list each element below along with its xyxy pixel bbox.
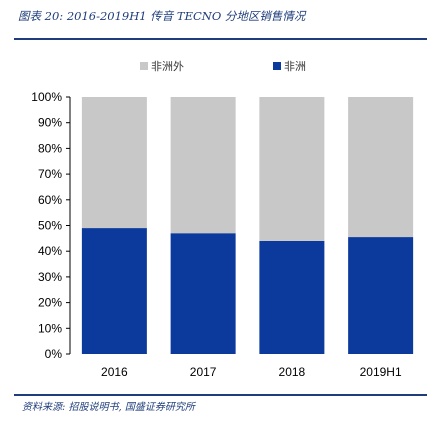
- y-tick-label: 40%: [38, 244, 62, 258]
- legend-non-africa-label: 非洲外: [151, 60, 184, 73]
- y-tick-label: 90%: [38, 116, 62, 130]
- bar-africa: [81, 228, 147, 354]
- bar-africa: [259, 240, 325, 354]
- x-tick-label: 2017: [190, 365, 217, 379]
- y-tick-label: 30%: [38, 270, 62, 284]
- bar-africa: [170, 233, 236, 354]
- y-tick-label: 80%: [38, 141, 62, 155]
- y-tick-label: 10%: [38, 321, 62, 335]
- legend-africa-swatch: [273, 62, 281, 70]
- source-note: 资料来源: 招股说明书, 国盛证券研究所: [22, 402, 195, 413]
- bottom-rule: [14, 394, 427, 396]
- bar-non-africa: [348, 97, 414, 238]
- x-tick-label: 2019H1: [360, 365, 402, 379]
- bar-non-africa: [170, 97, 236, 234]
- legend-africa-label: 非洲: [284, 60, 306, 73]
- x-tick-label: 2016: [101, 365, 128, 379]
- y-tick-label: 100%: [31, 90, 62, 104]
- y-tick-label: 70%: [38, 167, 62, 181]
- legend-non-africa-swatch: [140, 62, 148, 70]
- bar-africa: [348, 237, 414, 354]
- y-tick-label: 0%: [45, 347, 63, 361]
- chart-title: 图表 20: 2016-2019H1 传音 TECNO 分地区销售情况: [18, 9, 306, 23]
- y-tick-label: 60%: [38, 193, 62, 207]
- bar-non-africa: [81, 97, 147, 229]
- y-tick-label: 50%: [38, 219, 62, 233]
- bar-non-africa: [259, 97, 325, 241]
- x-tick-label: 2018: [279, 365, 306, 379]
- top-rule: [14, 38, 427, 40]
- y-tick-label: 20%: [38, 296, 62, 310]
